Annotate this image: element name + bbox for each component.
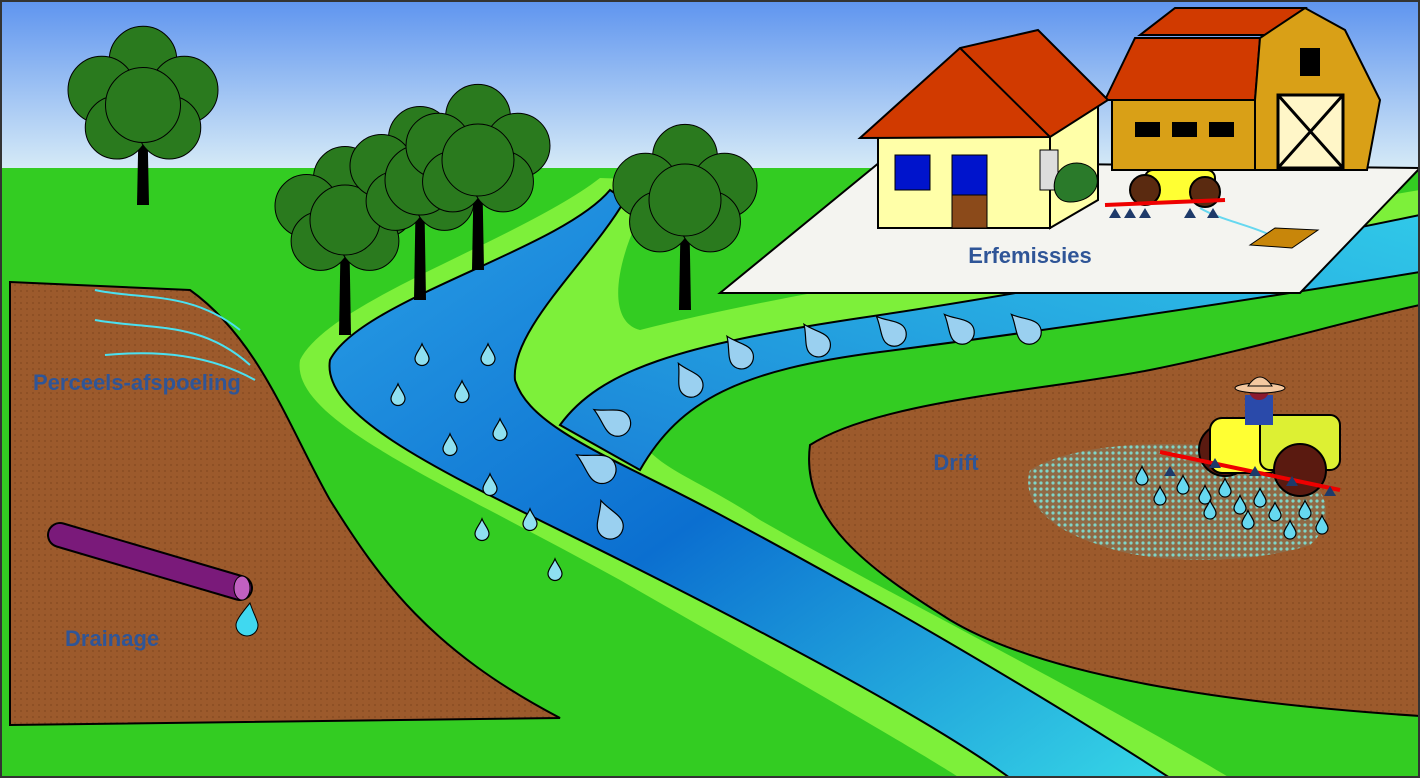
barn [1105, 8, 1380, 170]
label-drift: Drift [933, 450, 979, 475]
label-drainage: Drainage [65, 626, 159, 651]
scene: Erfemissies Perceels-afspoeling Drift Dr… [0, 0, 1420, 778]
page: Erfemissies Perceels-afspoeling Drift Dr… [0, 0, 1420, 778]
label-perceels-afspoeling: Perceels-afspoeling [33, 370, 241, 395]
label-erfemissies: Erfemissies [968, 243, 1092, 268]
